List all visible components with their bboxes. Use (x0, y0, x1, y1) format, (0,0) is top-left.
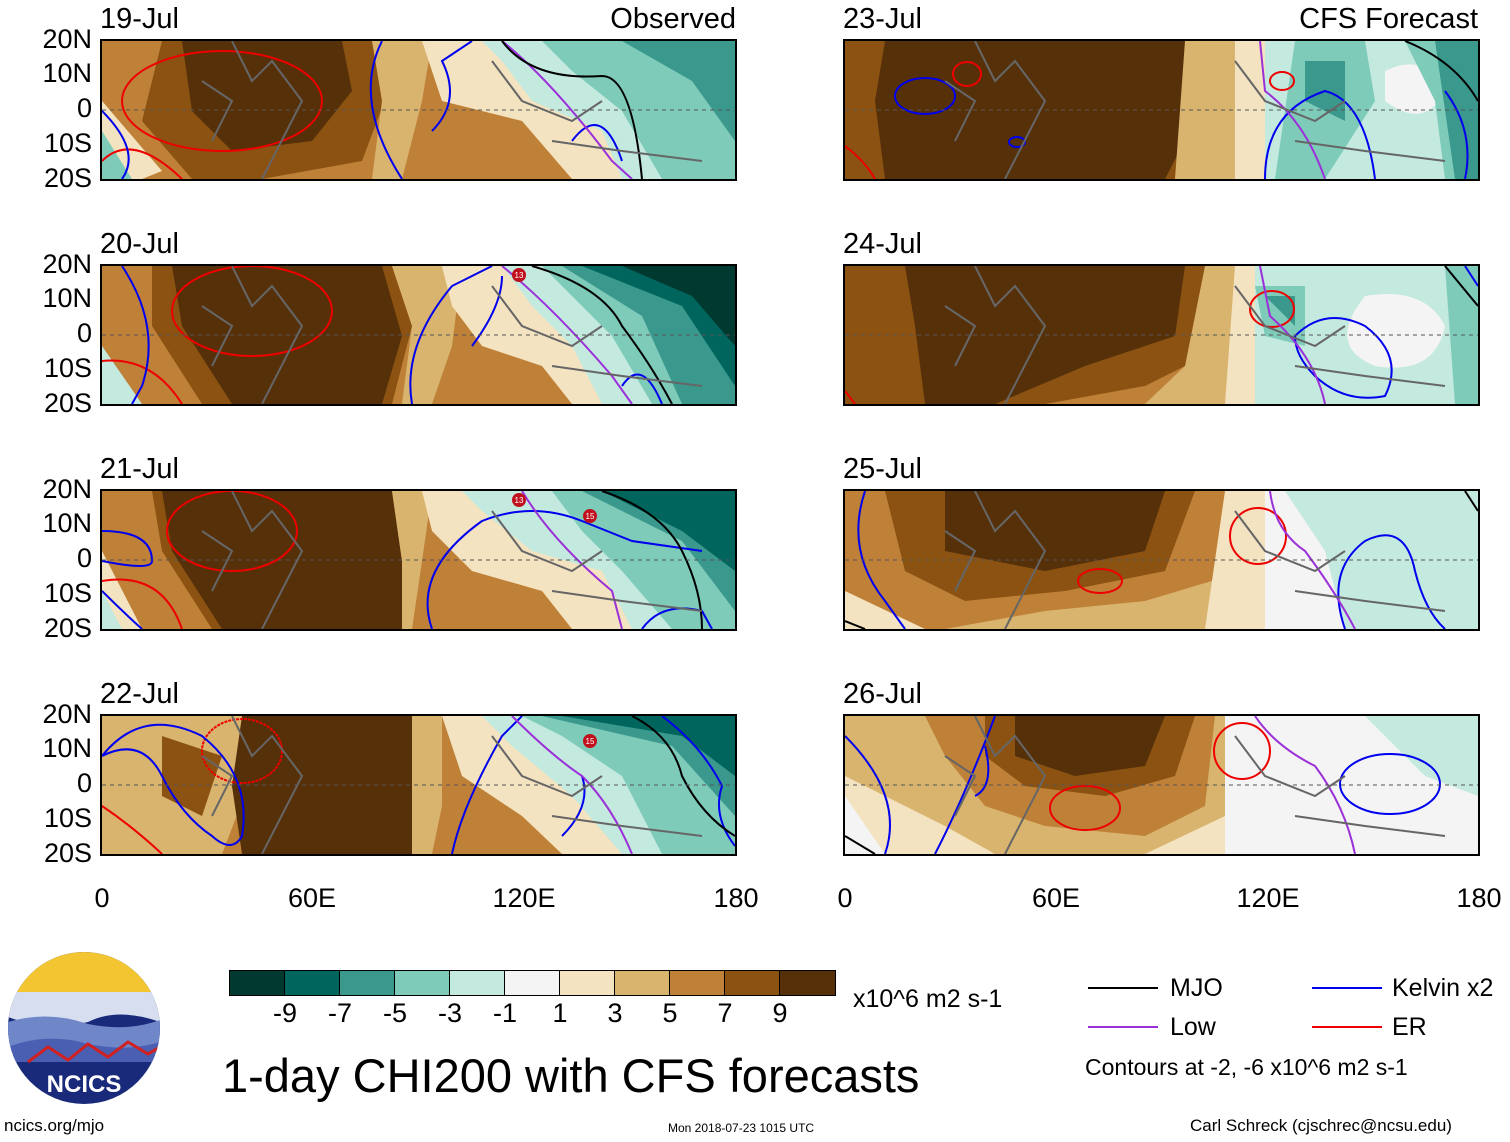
y-tick-label: 20S (43, 163, 92, 193)
map-panel-19-jul (100, 39, 737, 181)
y-tick-label: 0 (76, 318, 92, 348)
legend-mjo-label: MJO (1170, 974, 1223, 1002)
x-tick-label: 0 (94, 883, 110, 913)
author-credit: Carl Schreck (cjschrec@ncsu.edu) (1190, 1116, 1452, 1135)
chart-title: 1-day CHI200 with CFS forecasts (222, 1049, 920, 1102)
colorbar-swatch (340, 971, 395, 995)
colorbar-label: -3 (437, 998, 463, 1028)
x-tick-label: 120E (492, 883, 556, 913)
y-tick-label: 20S (43, 388, 92, 418)
y-tick-label: 20S (43, 838, 92, 868)
y-tick-label: 0 (76, 93, 92, 123)
colorbar-label: -7 (327, 998, 353, 1028)
panel-date: 19-Jul (100, 3, 179, 35)
y-tick-label: 20N (42, 24, 92, 54)
colorbar-swatch (230, 971, 285, 995)
y-tick-label: 10N (42, 58, 92, 88)
map-panel-23-jul (843, 39, 1480, 181)
map-panel-26-jul (843, 714, 1480, 856)
colorbar (229, 970, 836, 996)
colorbar-label: 9 (772, 998, 788, 1028)
panel-date: 23-Jul (843, 3, 922, 35)
y-tick-label: 10S (43, 803, 92, 833)
colorbar-label: -9 (272, 998, 298, 1028)
colorbar-swatch (285, 971, 340, 995)
y-tick-label: 20S (43, 613, 92, 643)
panel-date: 26-Jul (843, 678, 922, 710)
panel-date: 21-Jul (100, 453, 179, 485)
website-link[interactable]: ncics.org/mjo (4, 1116, 105, 1135)
colorbar-swatch (615, 971, 670, 995)
colorbar-label: -1 (492, 998, 518, 1028)
x-tick-label: 0 (837, 883, 853, 913)
cyclone-15-label: 15 (586, 512, 595, 521)
colorbar-label: 7 (717, 998, 733, 1028)
colorbar-swatch (725, 971, 780, 995)
legend-er-label: ER (1392, 1013, 1427, 1041)
y-tick-label: 0 (76, 543, 92, 573)
panel-date: 24-Jul (843, 228, 922, 260)
y-tick-label: 10N (42, 508, 92, 538)
x-tick-label: 60E (1031, 883, 1081, 913)
legend-low-label: Low (1170, 1013, 1216, 1041)
observed-label: Observed (610, 3, 736, 35)
cyclone-15-label: 15 (586, 737, 595, 746)
y-tick-label: 10N (42, 283, 92, 313)
y-tick-label: 10S (43, 128, 92, 158)
cyclone-13-label: 13 (515, 496, 524, 505)
legend-kelvin-label: Kelvin x2 (1392, 974, 1494, 1002)
panel-date: 22-Jul (100, 678, 179, 710)
x-tick-label: 180 (713, 883, 759, 913)
panel-date: 25-Jul (843, 453, 922, 485)
x-tick-label: 180 (1456, 883, 1502, 913)
colorbar-label: 3 (607, 998, 623, 1028)
panel-date: 20-Jul (100, 228, 179, 260)
cfs-forecast-label: CFS Forecast (1299, 3, 1478, 35)
y-tick-label: 10S (43, 578, 92, 608)
timestamp: Mon 2018-07-23 1015 UTC (668, 1121, 815, 1135)
colorbar-units: x10^6 m2 s-1 (853, 985, 1003, 1013)
map-panel-24-jul (843, 264, 1480, 406)
legend-mjo-line (1088, 987, 1158, 989)
cyclone-13-label: 13 (515, 271, 524, 280)
ncics-logo: NCICS (8, 952, 160, 1104)
map-panel-25-jul (843, 489, 1480, 631)
y-tick-label: 10N (42, 733, 92, 763)
x-tick-label: 60E (287, 883, 337, 913)
legend-kelvin-line (1312, 987, 1382, 989)
colorbar-swatch (395, 971, 450, 995)
contours-note: Contours at -2, -6 x10^6 m2 s-1 (1085, 1054, 1408, 1080)
colorbar-swatch (670, 971, 725, 995)
legend-low-line (1088, 1026, 1158, 1028)
y-tick-label: 0 (76, 768, 92, 798)
colorbar-label: 5 (662, 998, 678, 1028)
legend-er-line (1312, 1026, 1382, 1028)
map-panel-21-jul: 13 15 (100, 489, 737, 631)
colorbar-swatch (450, 971, 505, 995)
colorbar-swatch (780, 971, 835, 995)
y-tick-label: 20N (42, 699, 92, 729)
map-panel-20-jul: 13 (100, 264, 737, 406)
logo-text: NCICS (47, 1071, 122, 1098)
colorbar-label: -5 (382, 998, 408, 1028)
map-panel-22-jul: 15 (100, 714, 737, 856)
y-tick-label: 20N (42, 249, 92, 279)
y-tick-label: 10S (43, 353, 92, 383)
y-tick-label: 20N (42, 474, 92, 504)
colorbar-swatch (560, 971, 615, 995)
colorbar-label: 1 (552, 998, 568, 1028)
colorbar-swatch (505, 971, 560, 995)
x-tick-label: 120E (1236, 883, 1300, 913)
